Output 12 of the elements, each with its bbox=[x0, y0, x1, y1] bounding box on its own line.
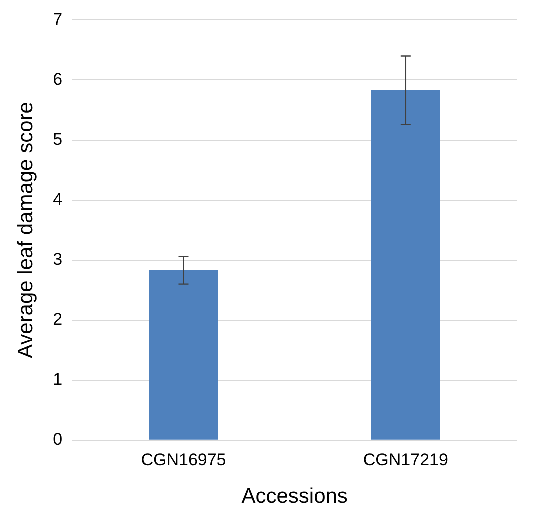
y-tick-label: 0 bbox=[53, 430, 63, 450]
y-tick-label: 7 bbox=[53, 10, 63, 29]
y-tick-label: 5 bbox=[53, 130, 63, 149]
y-tick-label: 1 bbox=[53, 370, 63, 390]
x-tick-label: CGN16975 bbox=[141, 450, 226, 470]
y-axis-title: Average leaf damage score bbox=[14, 102, 38, 359]
y-tick-label: 3 bbox=[53, 250, 63, 269]
y-tick-label: 4 bbox=[53, 190, 63, 209]
x-axis-title: Accessions bbox=[242, 485, 348, 508]
y-tick-label: 6 bbox=[53, 70, 63, 89]
x-tick-label: CGN17219 bbox=[363, 450, 448, 470]
y-tick-label: 2 bbox=[53, 310, 63, 330]
